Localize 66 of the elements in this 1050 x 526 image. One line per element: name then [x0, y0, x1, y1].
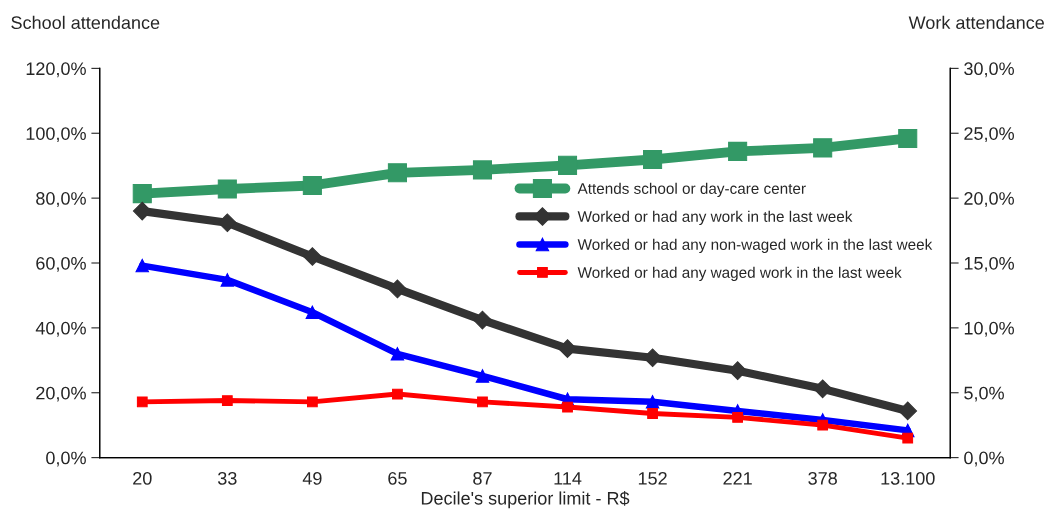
point [728, 141, 748, 161]
point [728, 361, 747, 381]
point [813, 138, 833, 158]
point [306, 396, 318, 408]
point [645, 395, 660, 409]
y-tick-label: 60,0% [36, 256, 86, 272]
point [221, 395, 233, 406]
point [305, 305, 320, 320]
point [562, 401, 573, 413]
y-tick-label: 100,0% [26, 127, 86, 143]
point [732, 412, 744, 423]
point [217, 213, 237, 233]
legend-label: Worked or had any work in the last week [577, 210, 853, 225]
point [475, 369, 490, 383]
y2-axis-title: Work attendance [908, 15, 1044, 30]
point [387, 163, 407, 183]
point [390, 347, 405, 361]
y2-tick-label: 15,0% [964, 256, 1014, 272]
x-tick-label: 152 [638, 471, 667, 485]
point [388, 279, 407, 299]
point [643, 149, 663, 170]
y-tick-label: 20,0% [36, 386, 86, 402]
y-tick-label: 0,0% [46, 451, 86, 467]
point [557, 155, 578, 175]
x-tick-label: 33 [217, 471, 237, 485]
point [217, 179, 237, 199]
legend-label: Attends school or day-care center [577, 182, 806, 197]
y2-tick-label: 5,0% [964, 386, 1004, 402]
x-tick-label: 378 [808, 471, 837, 485]
y-tick-label: 120,0% [26, 62, 86, 78]
legend-label: Worked or had any non-waged work in the last week [577, 238, 933, 253]
point [647, 408, 658, 419]
point [302, 175, 322, 196]
x-tick-label: 49 [302, 471, 322, 485]
point [813, 379, 833, 399]
y-axis-title: School attendance [11, 15, 160, 30]
point [472, 160, 493, 180]
x-axis-title: Decile's superior limit - R$ [421, 491, 630, 509]
x-tick-label: 221 [723, 471, 752, 485]
y2-tick-label: 25,0% [964, 127, 1014, 143]
point [902, 432, 914, 444]
point [477, 396, 488, 408]
point [135, 258, 150, 273]
x-tick-label: 65 [388, 471, 407, 485]
point [136, 396, 148, 408]
point [392, 388, 403, 400]
point [303, 247, 322, 266]
point [220, 273, 235, 287]
point [898, 401, 918, 421]
point [817, 419, 829, 431]
y-tick-label: 80,0% [36, 192, 86, 207]
y2-tick-label: 20,0% [964, 192, 1014, 207]
y-tick-label: 40,0% [35, 321, 86, 337]
y2-tick-label: 0,0% [964, 451, 1004, 467]
point [473, 310, 492, 330]
x-tick-label: 13.100 [881, 471, 935, 485]
point [643, 348, 662, 368]
point [132, 201, 152, 221]
x-tick-label: 20 [133, 471, 152, 485]
y2-tick-label: 30,0% [964, 62, 1014, 78]
point [898, 128, 918, 148]
x-tick-label: 87 [473, 471, 492, 485]
legend-label: Worked or had any waged work in the last week [577, 266, 902, 281]
y2-tick-label: 10,0% [964, 321, 1014, 337]
point [132, 184, 152, 204]
x-tick-label: 114 [554, 472, 582, 485]
